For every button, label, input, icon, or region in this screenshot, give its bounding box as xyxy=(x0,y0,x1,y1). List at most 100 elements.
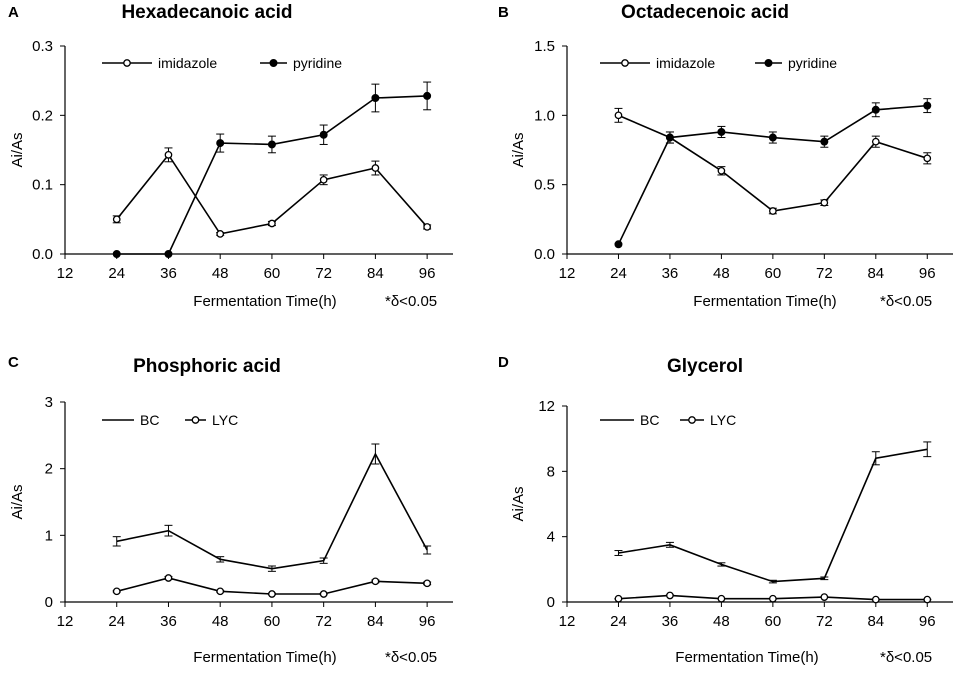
y-axis-label: Ai/As xyxy=(510,132,527,167)
data-point xyxy=(614,240,623,249)
x-tick-label: 36 xyxy=(662,613,679,630)
data-point xyxy=(164,151,173,159)
legend-item-imidazole: imidazole xyxy=(102,55,217,71)
legend-marker xyxy=(621,59,629,67)
data-point xyxy=(871,595,880,604)
x-tick-label: 84 xyxy=(367,265,384,282)
data-point xyxy=(871,105,880,114)
data-point xyxy=(614,111,623,120)
x-axis-label: Fermentation Time(h) xyxy=(193,649,336,666)
data-point xyxy=(216,587,225,596)
y-tick-label: 3 xyxy=(45,394,53,411)
data-point xyxy=(769,594,777,603)
y-tick-label: 0.3 xyxy=(32,38,53,55)
y-axis-label: Ai/As xyxy=(9,484,26,519)
legend-item-pyridine: pyridine xyxy=(755,55,837,71)
x-tick-label: 48 xyxy=(212,613,229,630)
x-tick-label: 48 xyxy=(212,265,229,282)
significance-note: *δ<0.05 xyxy=(880,649,932,666)
data-point xyxy=(371,94,380,102)
data-point xyxy=(216,139,225,148)
x-axis-label: Fermentation Time(h) xyxy=(193,293,336,310)
legend-marker xyxy=(269,59,278,67)
panel-letter: A xyxy=(8,4,19,21)
x-tick-label: 48 xyxy=(713,265,730,282)
series-lyc xyxy=(112,574,432,598)
data-point xyxy=(923,101,932,110)
panel-letter: C xyxy=(8,354,19,371)
x-tick-label: 96 xyxy=(919,265,936,282)
data-point xyxy=(423,223,431,231)
legend-item-bc: BC xyxy=(600,412,659,428)
x-tick-label: 60 xyxy=(264,613,281,630)
x-tick-label: 48 xyxy=(713,613,730,630)
x-tick-label: 96 xyxy=(419,265,436,282)
x-tick-label: 60 xyxy=(765,613,782,630)
significance-note: *δ<0.05 xyxy=(880,293,932,310)
data-point xyxy=(319,175,328,184)
data-point xyxy=(112,587,121,596)
data-point xyxy=(923,595,932,604)
legend-item-imidazole: imidazole xyxy=(600,55,715,71)
x-tick-label: 84 xyxy=(367,613,384,630)
x-tick-label: 96 xyxy=(919,613,936,630)
legend-label: imidazole xyxy=(158,55,217,71)
series-line xyxy=(618,114,928,212)
y-axis-label: Ai/As xyxy=(9,132,26,167)
x-tick-label: 24 xyxy=(610,265,627,282)
chart-panel-a: A Hexadecanoic acid 0.0 0.1 0.2 0.3 12 24 36 48 60… xyxy=(8,2,453,310)
y-tick-label: 0.1 xyxy=(32,177,53,194)
x-axis-label: Fermentation Time(h) xyxy=(693,293,836,310)
legend-label: BC xyxy=(640,412,659,428)
x-tick-label: 12 xyxy=(57,613,74,630)
data-point xyxy=(371,577,380,586)
legend-marker xyxy=(688,416,696,424)
data-point xyxy=(164,250,173,258)
series-imidazole xyxy=(614,107,932,215)
legend-item-pyridine: pyridine xyxy=(260,55,342,71)
y-axis-label: Ai/As xyxy=(510,486,527,521)
x-tick-label: 36 xyxy=(160,613,177,630)
x-tick-label: 60 xyxy=(264,265,281,282)
data-point xyxy=(717,127,726,136)
y-tick-label: 4 xyxy=(547,529,555,546)
y-tick-label: 1.5 xyxy=(534,38,555,55)
legend-label: LYC xyxy=(710,412,736,428)
chart-title: Hexadecanoic acid xyxy=(121,2,292,23)
x-axis-label: Fermentation Time(h) xyxy=(675,649,818,666)
data-point xyxy=(820,137,829,146)
y-tick-label: 0.2 xyxy=(32,107,53,124)
legend-label: BC xyxy=(140,412,159,428)
series-pyridine xyxy=(614,98,932,249)
x-tick-label: 72 xyxy=(816,613,833,630)
data-point xyxy=(268,590,276,598)
panel-letter: B xyxy=(498,4,509,21)
data-point xyxy=(371,164,380,172)
legend-label: imidazole xyxy=(656,55,715,71)
data-point xyxy=(423,579,431,588)
series-imidazole xyxy=(112,147,432,238)
legend-marker xyxy=(123,59,131,67)
data-point xyxy=(768,133,777,142)
legend-marker xyxy=(191,416,200,424)
data-point xyxy=(319,130,328,139)
data-point xyxy=(820,593,829,601)
y-tick-label: 12 xyxy=(538,398,555,415)
x-tick-label: 12 xyxy=(559,613,576,630)
legend-item-lyc: LYC xyxy=(185,412,238,428)
x-tick-label: 24 xyxy=(108,613,125,630)
y-tick-label: 2 xyxy=(45,461,53,478)
data-point xyxy=(871,137,880,146)
data-point xyxy=(820,198,829,207)
chart-panel-b: B Octadecenoic acid 0.0 0.5 1.0 1.5 12 24 36 48 60… xyxy=(498,2,953,310)
chart-title: Octadecenoic acid xyxy=(621,2,789,23)
x-tick-label: 84 xyxy=(867,613,884,630)
legend-label: LYC xyxy=(212,412,238,428)
series-pyridine xyxy=(112,81,432,258)
legend-item-lyc: LYC xyxy=(680,412,736,428)
y-tick-label: 0 xyxy=(45,594,53,611)
legend-label: pyridine xyxy=(788,55,837,71)
series-bc xyxy=(112,443,432,572)
